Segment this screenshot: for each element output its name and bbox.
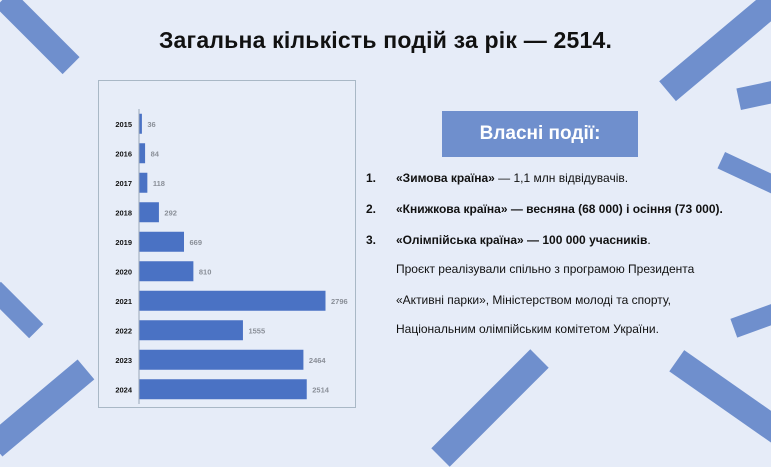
- data-label: 2796: [331, 297, 348, 306]
- list-number: 3.: [366, 233, 377, 247]
- bar-2024: [139, 379, 307, 400]
- y-tick-label: 2023: [115, 356, 132, 365]
- event-detail: — 1,1 млн відвідувачів.: [494, 171, 629, 185]
- description-line: Проєкт реалізували спільно з програмою П…: [396, 262, 695, 276]
- events-bar-chart: 2015 36 2016 84 2017 118 2018 292 2019 669 2020 810…: [98, 80, 356, 408]
- bar-2023: [139, 349, 304, 370]
- bar-2019: [139, 231, 185, 252]
- event-name: «Зимова країна»: [396, 171, 495, 185]
- list-text: «Книжкова країна» — весняна (68 000) і о…: [396, 202, 723, 216]
- own-events-banner: Власні події:: [442, 111, 638, 157]
- bar-2018: [139, 202, 159, 223]
- data-label: 36: [147, 120, 155, 129]
- description-line: «Активні парки», Міністерством молоді та…: [396, 293, 671, 307]
- decor-stripe: [736, 76, 771, 110]
- data-label: 669: [190, 238, 203, 247]
- data-label: 84: [151, 149, 160, 158]
- y-tick-label: 2022: [115, 326, 132, 335]
- y-tick-label: 2019: [115, 238, 132, 247]
- y-tick-label: 2017: [115, 179, 132, 188]
- y-tick-label: 2024: [115, 385, 133, 394]
- decor-stripe: [0, 359, 95, 457]
- decor-stripe: [717, 152, 771, 198]
- bar-2021: [139, 290, 326, 311]
- page-title: Загальна кількість подій за рік — 2514.: [158, 27, 613, 53]
- y-tick-label: 2018: [115, 208, 132, 217]
- data-label: 292: [164, 208, 177, 217]
- event-detail: .: [647, 233, 651, 247]
- bar-2020: [139, 261, 194, 282]
- bar-2015: [139, 113, 142, 134]
- y-tick-label: 2015: [115, 120, 132, 129]
- decor-stripe: [730, 298, 771, 338]
- list-number: 2.: [366, 202, 377, 216]
- decor-stripe: [0, 281, 44, 339]
- data-label: 1555: [248, 326, 265, 335]
- list-number: 1.: [366, 171, 377, 185]
- bar-2017: [139, 172, 148, 193]
- list-text: «Олімпійська країна» — 100 000 учасників…: [396, 233, 651, 247]
- decor-stripe: [669, 350, 771, 446]
- list-text: «Зимова країна» — 1,1 млн відвідувачів.: [396, 171, 628, 185]
- y-tick-label: 2020: [115, 267, 132, 276]
- data-label: 2464: [309, 356, 327, 365]
- data-label: 118: [153, 179, 165, 188]
- bar-2016: [139, 143, 146, 164]
- event-name: «Олімпійська країна» — 100 000 учасників: [396, 233, 648, 247]
- event-name: «Книжкова країна»: [396, 202, 508, 216]
- data-label: 810: [199, 267, 212, 276]
- event-detail: — весняна (68 000) і осіння (73 000).: [507, 202, 723, 216]
- data-label: 2514: [312, 385, 330, 394]
- description-line: Національним олімпійським комітетом Укра…: [396, 322, 659, 336]
- bar-2022: [139, 320, 243, 341]
- y-tick-label: 2021: [115, 297, 132, 306]
- decor-stripe: [431, 349, 549, 467]
- y-tick-label: 2016: [115, 149, 132, 158]
- chart-svg: 2015 36 2016 84 2017 118 2018 292 2019 669 2020 810…: [115, 109, 348, 404]
